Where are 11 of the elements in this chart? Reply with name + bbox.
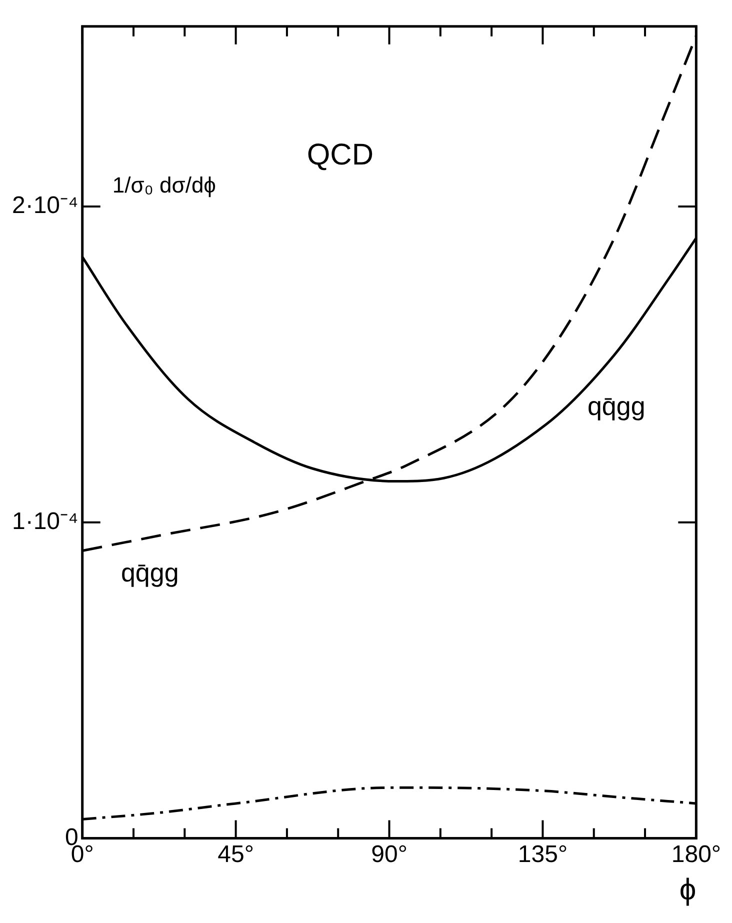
x-axis-title: ϕ [679, 873, 696, 906]
annotation: qq̄gg [587, 391, 646, 422]
x-tick-label: 180° [671, 841, 721, 868]
x-tick-label: 90° [371, 841, 408, 868]
x-tick-label: 45° [218, 841, 254, 868]
y-tick-label: 1·10⁻⁴ [12, 508, 78, 535]
annotation: qq̄gg [120, 558, 179, 588]
y-axis-title: 1/σ₀ dσ/dϕ [112, 172, 216, 198]
y-tick-label: 2·10⁻⁴ [12, 192, 78, 220]
x-tick-label: 135° [518, 841, 568, 868]
text: QCD [306, 138, 374, 172]
